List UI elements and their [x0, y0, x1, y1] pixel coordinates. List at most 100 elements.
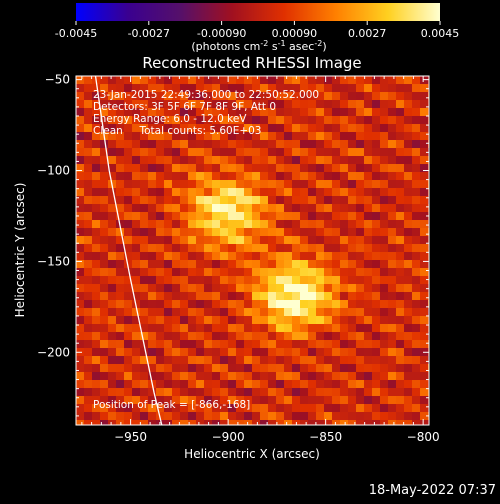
heatmap-cell [204, 292, 213, 301]
heatmap-cell [188, 220, 197, 229]
heatmap-cell [132, 396, 141, 405]
heatmap-cell [324, 404, 333, 413]
heatmap-cell [316, 76, 325, 85]
heatmap-cell [372, 292, 381, 301]
heatmap-cell [100, 332, 109, 341]
heatmap-cell [332, 260, 341, 269]
heatmap-cell [132, 340, 141, 349]
heatmap-cell [420, 100, 429, 109]
heatmap-cell [308, 332, 317, 341]
heatmap-cell [220, 164, 229, 173]
heatmap-cell [372, 364, 381, 373]
heatmap-cell [252, 332, 261, 341]
heatmap-cell [404, 116, 413, 125]
heatmap-cell [268, 292, 277, 301]
heatmap-cell [132, 92, 141, 101]
heatmap-cell [172, 188, 181, 197]
heatmap-cell [236, 308, 245, 317]
heatmap-cell [388, 76, 397, 85]
heatmap-cell [284, 124, 293, 133]
heatmap-cell [388, 164, 397, 173]
heatmap-cell [356, 396, 365, 405]
heatmap-cell [356, 148, 365, 157]
heatmap-cell [324, 292, 333, 301]
heatmap-cell [100, 324, 109, 333]
heatmap-cell [188, 148, 197, 157]
heatmap-cell [316, 388, 325, 397]
heatmap-cell [372, 228, 381, 237]
heatmap-cell [420, 356, 429, 365]
heatmap-cell [212, 172, 221, 181]
heatmap-cell [156, 236, 165, 245]
heatmap-cell [116, 164, 125, 173]
heatmap-cell [260, 188, 269, 197]
heatmap-cell [284, 236, 293, 245]
heatmap-cell [236, 204, 245, 213]
heatmap-cell [156, 308, 165, 317]
heatmap-cell [228, 100, 237, 109]
heatmap-cell [340, 124, 349, 133]
heatmap-cell [236, 100, 245, 109]
heatmap-cell [260, 308, 269, 317]
heatmap-cell [196, 148, 205, 157]
heatmap-cell [252, 92, 261, 101]
heatmap-cell [324, 116, 333, 125]
heatmap-cell [100, 244, 109, 253]
heatmap-cell [148, 300, 157, 309]
heatmap-cell [420, 156, 429, 165]
heatmap-cell [180, 388, 189, 397]
heatmap-cell [332, 372, 341, 381]
heatmap-cell [308, 420, 317, 425]
heatmap-cell [164, 284, 173, 293]
heatmap-cell [396, 276, 405, 285]
heatmap-cell [180, 212, 189, 221]
heatmap-cell [260, 396, 269, 405]
heatmap-cell [276, 132, 285, 141]
heatmap-cell [196, 84, 205, 93]
heatmap-cell [396, 316, 405, 325]
heatmap-cell [332, 228, 341, 237]
heatmap-cell [396, 284, 405, 293]
heatmap-cell [268, 148, 277, 157]
heatmap-cell [212, 188, 221, 197]
heatmap-cell [292, 108, 301, 117]
heatmap-cell [284, 356, 293, 365]
heatmap-cell [412, 300, 421, 309]
heatmap-cell [348, 332, 357, 341]
heatmap-cell [244, 100, 253, 109]
heatmap-cell [228, 412, 237, 421]
heatmap-cell [340, 92, 349, 101]
heatmap-cell [332, 252, 341, 261]
heatmap-cell [420, 124, 429, 133]
heatmap-cell [348, 164, 357, 173]
heatmap-cell [204, 380, 213, 389]
heatmap-cell [252, 204, 261, 213]
heatmap-cell [212, 284, 221, 293]
heatmap-cell [380, 348, 389, 357]
heatmap-cell [132, 108, 141, 117]
heatmap-cell [188, 84, 197, 93]
heatmap-cell [308, 404, 317, 413]
heatmap-cell [252, 388, 261, 397]
heatmap-cell [388, 412, 397, 421]
heatmap-cell [292, 180, 301, 189]
heatmap-cell [188, 204, 197, 213]
heatmap-cell [180, 228, 189, 237]
heatmap-cell [164, 84, 173, 93]
heatmap-cell [260, 212, 269, 221]
heatmap-cell [140, 316, 149, 325]
heatmap-cell [228, 92, 237, 101]
heatmap-cell [172, 172, 181, 181]
heatmap-cell [348, 356, 357, 365]
heatmap-cell [284, 212, 293, 221]
heatmap-cell [140, 180, 149, 189]
heatmap-cell [180, 364, 189, 373]
annotation-clean: Clean Total counts: 5.60E+03 [93, 125, 262, 137]
heatmap-cell [396, 292, 405, 301]
heatmap-cell [300, 228, 309, 237]
heatmap-cell [228, 236, 237, 245]
heatmap-cell [140, 364, 149, 373]
heatmap-cell [308, 204, 317, 213]
heatmap-cell [348, 404, 357, 413]
heatmap-cell [276, 172, 285, 181]
